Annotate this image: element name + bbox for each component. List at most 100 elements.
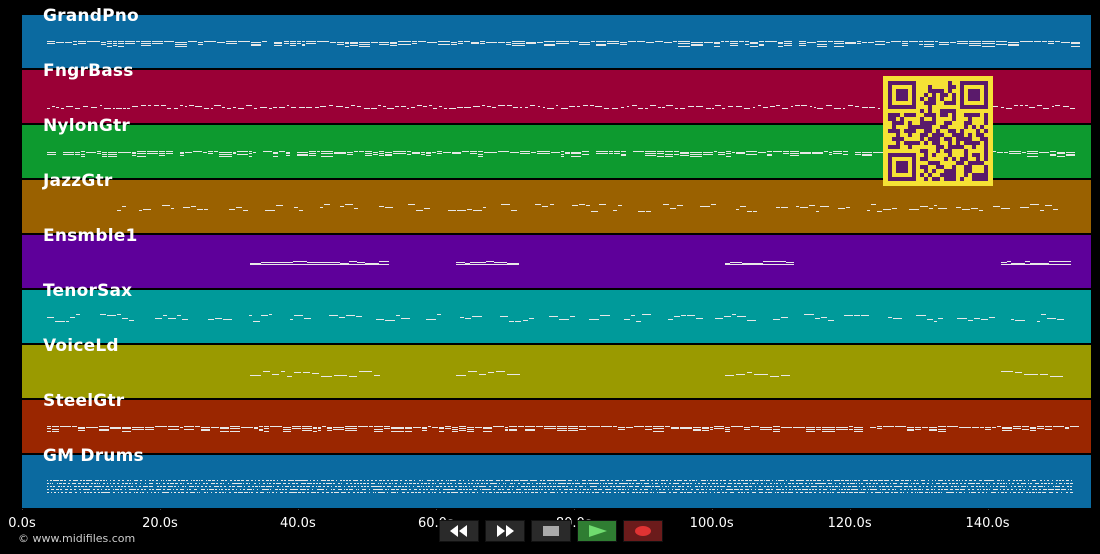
midi-note (923, 486, 925, 487)
track-lane[interactable]: TenorSax (22, 281, 1091, 344)
midi-note (1066, 480, 1070, 481)
midi-note (1030, 430, 1036, 431)
midi-note (528, 486, 531, 487)
midi-note (395, 106, 399, 107)
midi-note (875, 489, 877, 490)
track-lane[interactable]: GrandPno (22, 6, 1091, 69)
midi-note (414, 492, 417, 493)
midi-note (854, 486, 857, 487)
midi-note (159, 486, 162, 487)
midi-note (796, 480, 799, 481)
midi-note (406, 151, 411, 152)
midi-note (236, 207, 243, 208)
midi-note (482, 489, 485, 490)
midi-note (113, 489, 115, 490)
midi-note (313, 483, 316, 484)
midi-note (848, 492, 852, 493)
midi-note (715, 105, 722, 106)
midi-note (897, 480, 899, 481)
midi-note (357, 483, 359, 484)
midi-note (829, 492, 831, 493)
midi-note (187, 483, 190, 484)
midi-note (275, 205, 283, 206)
midi-note (1005, 486, 1008, 487)
midi-note (467, 371, 477, 372)
midi-note (112, 492, 116, 493)
midi-note (262, 41, 268, 42)
rewind-button[interactable] (439, 520, 479, 542)
midi-note (452, 429, 458, 430)
midi-note (136, 480, 138, 481)
midi-note (770, 106, 775, 107)
record-button[interactable] (623, 520, 663, 542)
midi-note (808, 489, 811, 490)
midi-note (783, 153, 789, 154)
midi-note (82, 106, 89, 107)
midi-note (520, 480, 524, 481)
midi-note (333, 427, 345, 428)
midi-note (274, 45, 283, 46)
midi-note (959, 492, 962, 493)
midi-note (612, 486, 615, 487)
midi-note (516, 489, 520, 490)
midi-note (296, 483, 298, 484)
midi-note (1059, 480, 1062, 481)
midi-note (624, 319, 631, 320)
midi-note (592, 486, 596, 487)
midi-note (901, 43, 908, 44)
midi-note (117, 483, 119, 484)
midi-note (326, 489, 328, 490)
track-lane[interactable]: JazzGtr (22, 171, 1091, 234)
midi-note (229, 431, 240, 432)
midi-note (355, 480, 359, 481)
midi-note (920, 480, 924, 481)
midi-note (464, 318, 471, 319)
midi-note (581, 486, 584, 487)
midi-note (780, 480, 784, 481)
midi-note (450, 486, 454, 487)
midi-note (846, 483, 850, 484)
midi-note (52, 483, 54, 484)
midi-note (560, 483, 562, 484)
track-lane[interactable]: VoiceLd (22, 336, 1091, 399)
midi-note (475, 489, 478, 490)
midi-note (293, 486, 296, 487)
midi-note (557, 430, 568, 431)
midi-note (180, 489, 183, 490)
play-button[interactable] (577, 520, 617, 542)
midi-note (195, 426, 201, 427)
midi-note (254, 480, 256, 481)
midi-note (1013, 426, 1022, 427)
midi-note (506, 492, 508, 493)
midi-note (219, 483, 222, 484)
midi-note (333, 153, 346, 154)
track-notes (22, 235, 1091, 288)
track-lane[interactable]: SteelGtr (22, 391, 1091, 454)
midi-note (420, 154, 426, 155)
midi-note (1036, 428, 1044, 429)
midi-note (232, 107, 236, 108)
track-lane[interactable]: Ensmble1 (22, 226, 1091, 289)
midi-note (122, 108, 126, 109)
midi-note (290, 480, 294, 481)
midi-note (480, 262, 487, 263)
midi-note (706, 480, 708, 481)
midi-note (586, 492, 589, 493)
midi-note (772, 486, 774, 487)
midi-note (762, 107, 768, 108)
midi-note (266, 492, 269, 493)
midi-note (417, 483, 419, 484)
midi-note (500, 204, 510, 205)
midi-note (592, 492, 594, 493)
midi-note (825, 489, 828, 490)
midi-note (243, 492, 247, 493)
midi-note (384, 207, 394, 208)
midi-note (188, 41, 197, 42)
midi-note (884, 489, 886, 490)
stop-button[interactable] (531, 520, 571, 542)
midi-note (379, 483, 382, 484)
track-lane[interactable]: GM Drums (22, 446, 1091, 509)
midi-note (956, 43, 968, 44)
fast-forward-button[interactable] (485, 520, 525, 542)
midi-note (539, 483, 541, 484)
